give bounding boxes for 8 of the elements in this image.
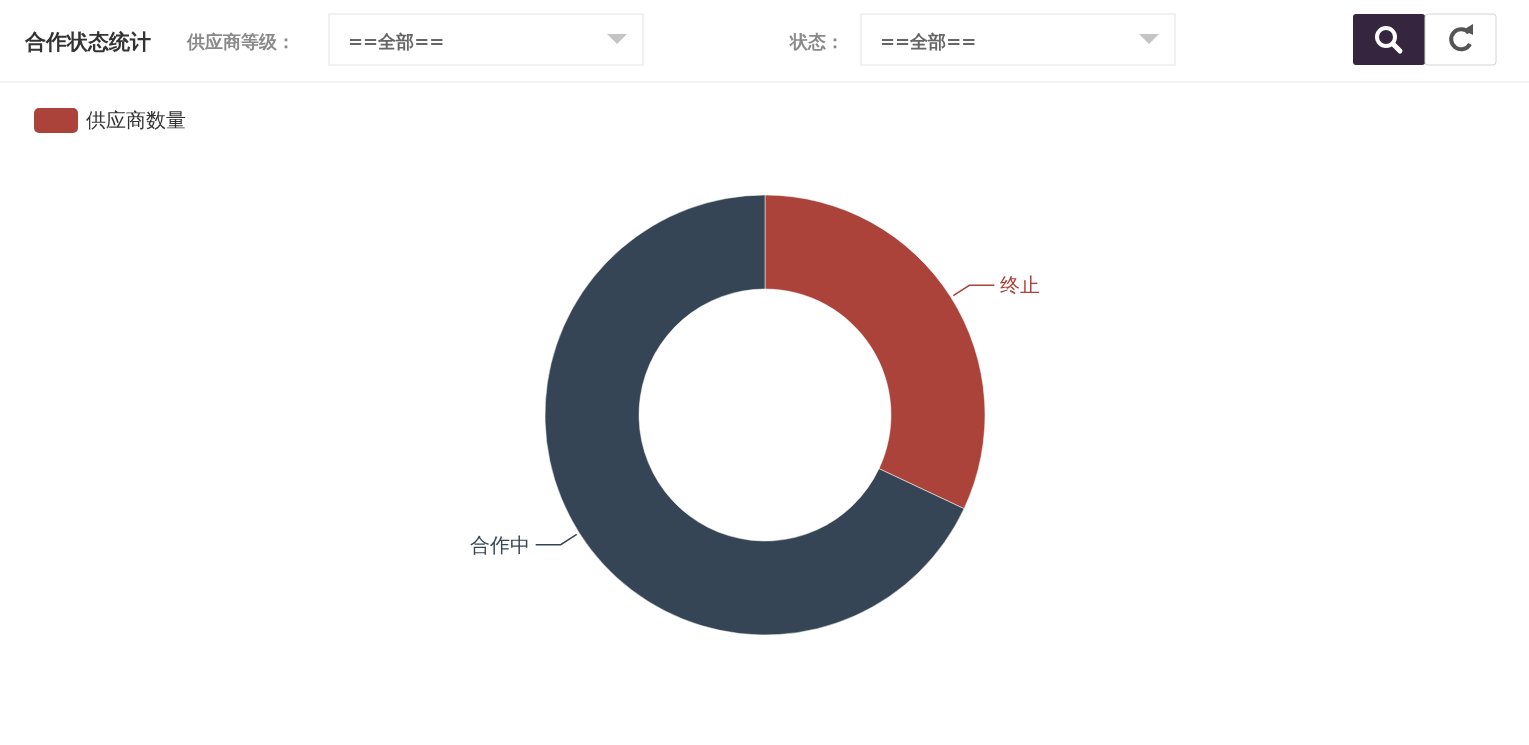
slice-label: 终止 — [1000, 273, 1041, 298]
text: ==全部== — [880, 31, 977, 52]
legend-label: 供应商数量 — [86, 108, 186, 132]
text: 状态： — [788, 31, 844, 52]
text: 供应商等级： — [186, 31, 295, 52]
chart-title: 合作状态统计 — [24, 30, 151, 54]
text: ==全部== — [348, 31, 445, 52]
slice-label: 合作中 — [469, 532, 530, 557]
